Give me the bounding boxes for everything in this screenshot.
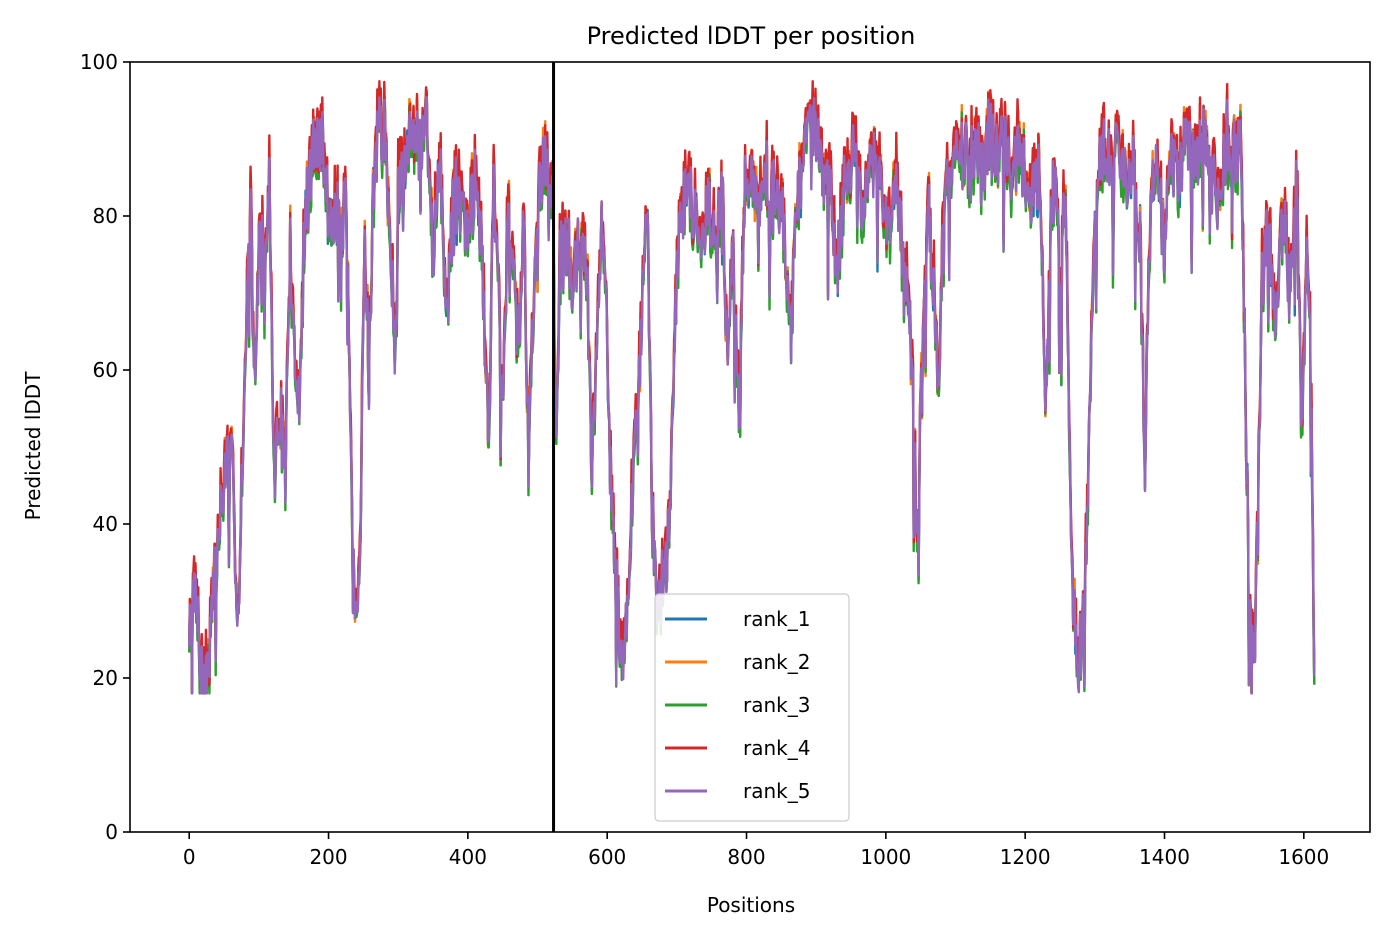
series-line-rank_5 <box>188 95 1316 695</box>
x-tick-label: 1400 <box>1139 845 1190 869</box>
x-tick-label: 1600 <box>1278 845 1329 869</box>
y-tick-label: 80 <box>93 204 118 228</box>
x-tick-label: 800 <box>727 845 765 869</box>
y-tick-label: 60 <box>93 358 118 382</box>
x-tick-label: 1200 <box>1000 845 1051 869</box>
chart-title: Predicted lDDT per position <box>587 22 916 50</box>
x-tick-label: 200 <box>309 845 347 869</box>
legend-label-rank_1: rank_1 <box>743 607 810 631</box>
x-tick-label: 600 <box>588 845 626 869</box>
y-tick-label: 20 <box>93 666 118 690</box>
y-axis-title: Predicted lDDT <box>21 371 45 521</box>
x-tick-label: 400 <box>449 845 487 869</box>
legend-label-rank_2: rank_2 <box>743 650 810 674</box>
series-lines <box>188 80 1316 695</box>
x-axis-title: Positions <box>707 893 795 917</box>
x-tick-label: 0 <box>183 845 196 869</box>
y-tick-label: 0 <box>105 820 118 844</box>
legend-label-rank_4: rank_4 <box>743 736 810 760</box>
legend-label-rank_3: rank_3 <box>743 693 810 717</box>
y-tick-label: 100 <box>80 50 118 74</box>
y-axis-ticks: 0 20 40 60 80 100 <box>80 50 130 844</box>
legend-box <box>654 593 850 822</box>
plot-area-frame <box>129 61 1371 833</box>
x-axis-ticks: 0 200 400 600 800 1000 1200 1400 1600 <box>183 832 1329 869</box>
y-tick-label: 40 <box>93 512 118 536</box>
legend-label-rank_5: rank_5 <box>743 779 810 803</box>
legend: rank_1 rank_2 rank_3 rank_4 rank_5 <box>654 593 850 822</box>
x-tick-label: 1000 <box>860 845 911 869</box>
